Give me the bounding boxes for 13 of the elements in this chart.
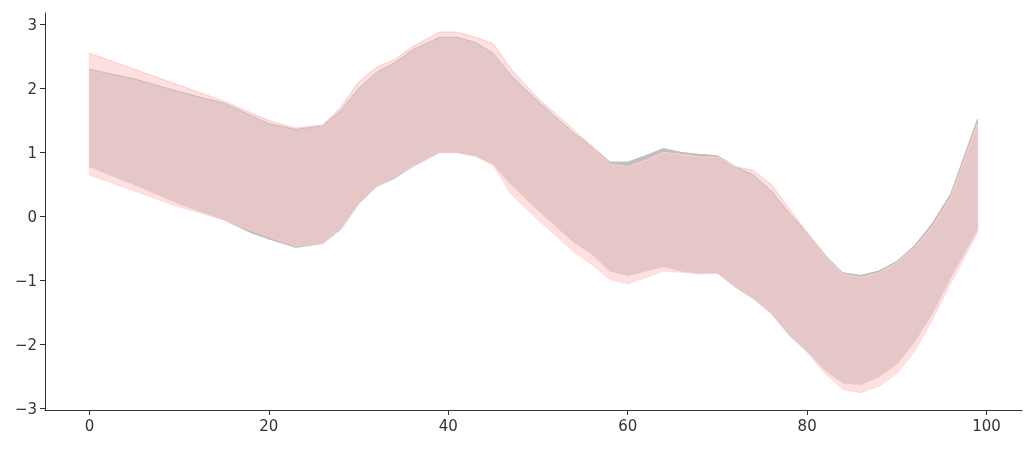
x-tick-label: 100: [972, 416, 1001, 435]
y-tick-label: −3: [14, 399, 37, 418]
x-tick-label: 20: [259, 416, 279, 435]
x-tick-label: 80: [797, 416, 817, 435]
x-tick-label: 60: [618, 416, 638, 435]
y-tick-label: 0: [27, 207, 37, 226]
x-tick-label: 40: [438, 416, 458, 435]
x-tick-label: 0: [84, 416, 95, 435]
y-tick-label: 3: [27, 15, 37, 34]
y-tick-label: 2: [27, 79, 37, 98]
y-tick-label: −2: [14, 335, 37, 354]
y-tick-label: 1: [27, 143, 37, 162]
y-tick-label: −1: [14, 271, 37, 290]
